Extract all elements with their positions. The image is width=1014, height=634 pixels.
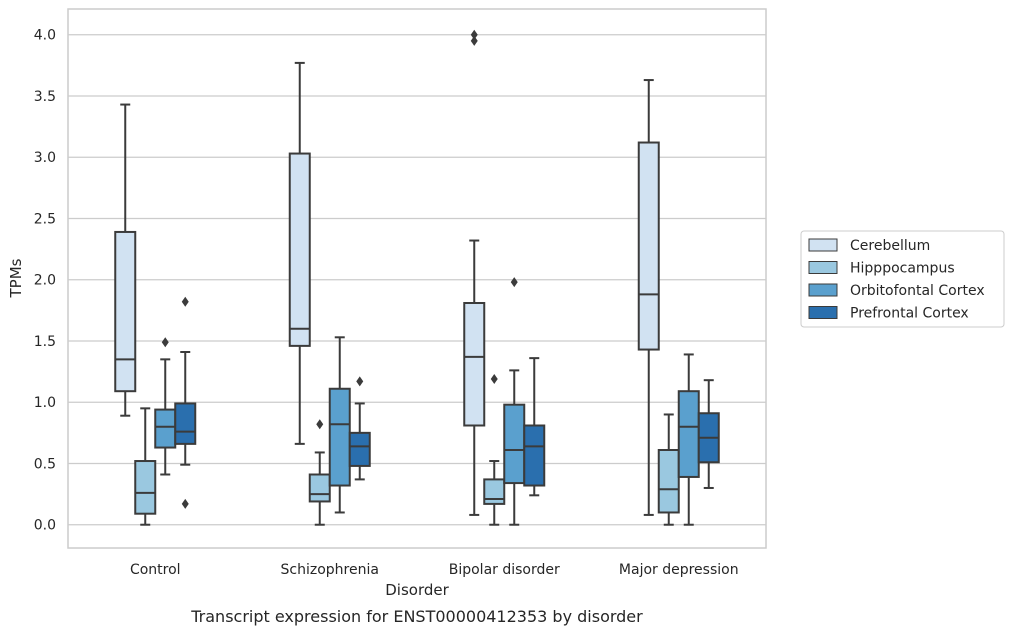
legend: Cerebellum Hipppocampus Orbitofontal Corte… bbox=[800, 230, 1005, 328]
box-body bbox=[328, 387, 351, 487]
box-body bbox=[463, 302, 486, 427]
y-tick-label: 0.0 bbox=[34, 518, 56, 534]
legend-swatch bbox=[808, 261, 838, 274]
box-plots bbox=[114, 29, 720, 526]
box bbox=[523, 357, 546, 497]
x-tick-label: Bipolar disorder bbox=[449, 562, 560, 578]
outlier-point bbox=[161, 337, 169, 348]
box bbox=[463, 29, 486, 516]
y-axis-title: TPMs bbox=[7, 258, 25, 298]
box bbox=[308, 419, 331, 526]
y-tick-label: 0.5 bbox=[34, 456, 56, 472]
y-tick-label: 3.0 bbox=[34, 150, 56, 166]
legend-label: Prefrontal Cortex bbox=[850, 306, 969, 322]
figure-caption: Transcript expression for ENST0000041235… bbox=[190, 607, 643, 626]
legend-swatch bbox=[808, 283, 838, 297]
legend-swatch bbox=[808, 238, 838, 252]
box bbox=[328, 336, 351, 514]
box-body bbox=[677, 390, 700, 478]
box bbox=[288, 61, 311, 445]
box bbox=[154, 337, 177, 476]
box-body bbox=[483, 478, 506, 505]
outlier-point bbox=[470, 35, 478, 46]
y-tick-label: 2.5 bbox=[34, 211, 56, 227]
legend-frame bbox=[800, 230, 1005, 328]
y-tick-label: 1.0 bbox=[34, 395, 56, 411]
x-axis-title: Disorder bbox=[385, 581, 449, 599]
box-body bbox=[174, 402, 197, 445]
outlier-point bbox=[181, 296, 189, 307]
box bbox=[174, 296, 197, 509]
legend-label: Orbitofontal Cortex bbox=[850, 283, 985, 299]
x-tick-label: Control bbox=[130, 562, 181, 578]
box-body bbox=[637, 141, 660, 351]
y-tick-label: 2.0 bbox=[34, 273, 56, 289]
box-body bbox=[523, 424, 546, 487]
legend-label: Cerebellum bbox=[850, 238, 930, 254]
box bbox=[114, 103, 137, 417]
box bbox=[483, 373, 506, 526]
outlier-point bbox=[316, 419, 324, 430]
box-body bbox=[348, 431, 371, 467]
box bbox=[134, 407, 157, 526]
box-body bbox=[308, 473, 331, 503]
box-body bbox=[114, 230, 137, 393]
y-tick-label: 4.0 bbox=[34, 28, 56, 44]
box bbox=[503, 277, 526, 526]
outlier-point bbox=[470, 29, 478, 40]
box-body bbox=[134, 460, 157, 515]
x-tick-labels: Control Schizophrenia Bipolar disorder Majo… bbox=[130, 562, 739, 578]
y-tick-label: 3.5 bbox=[34, 89, 56, 105]
plot-frame bbox=[67, 8, 767, 549]
box bbox=[697, 379, 720, 489]
box bbox=[677, 353, 700, 526]
box-body bbox=[657, 449, 680, 514]
y-tick-label: 1.5 bbox=[34, 334, 56, 350]
box-body bbox=[154, 408, 177, 449]
legend-label: Hipppocampus bbox=[850, 261, 955, 277]
outlier-point bbox=[490, 373, 498, 384]
outlier-point bbox=[181, 498, 189, 509]
box-body bbox=[288, 152, 311, 347]
box bbox=[348, 376, 371, 481]
outlier-point bbox=[356, 376, 364, 387]
y-tick-labels: 0.0 0.5 1.0 1.5 2.0 2.5 3.0 3.5 4.0 bbox=[34, 28, 56, 534]
legend-swatch bbox=[808, 306, 838, 319]
box-body bbox=[503, 403, 526, 485]
x-tick-label: Major depression bbox=[619, 562, 739, 578]
x-tick-label: Schizophrenia bbox=[281, 562, 379, 578]
box bbox=[657, 413, 680, 526]
box bbox=[637, 79, 660, 516]
outlier-point bbox=[510, 277, 518, 288]
